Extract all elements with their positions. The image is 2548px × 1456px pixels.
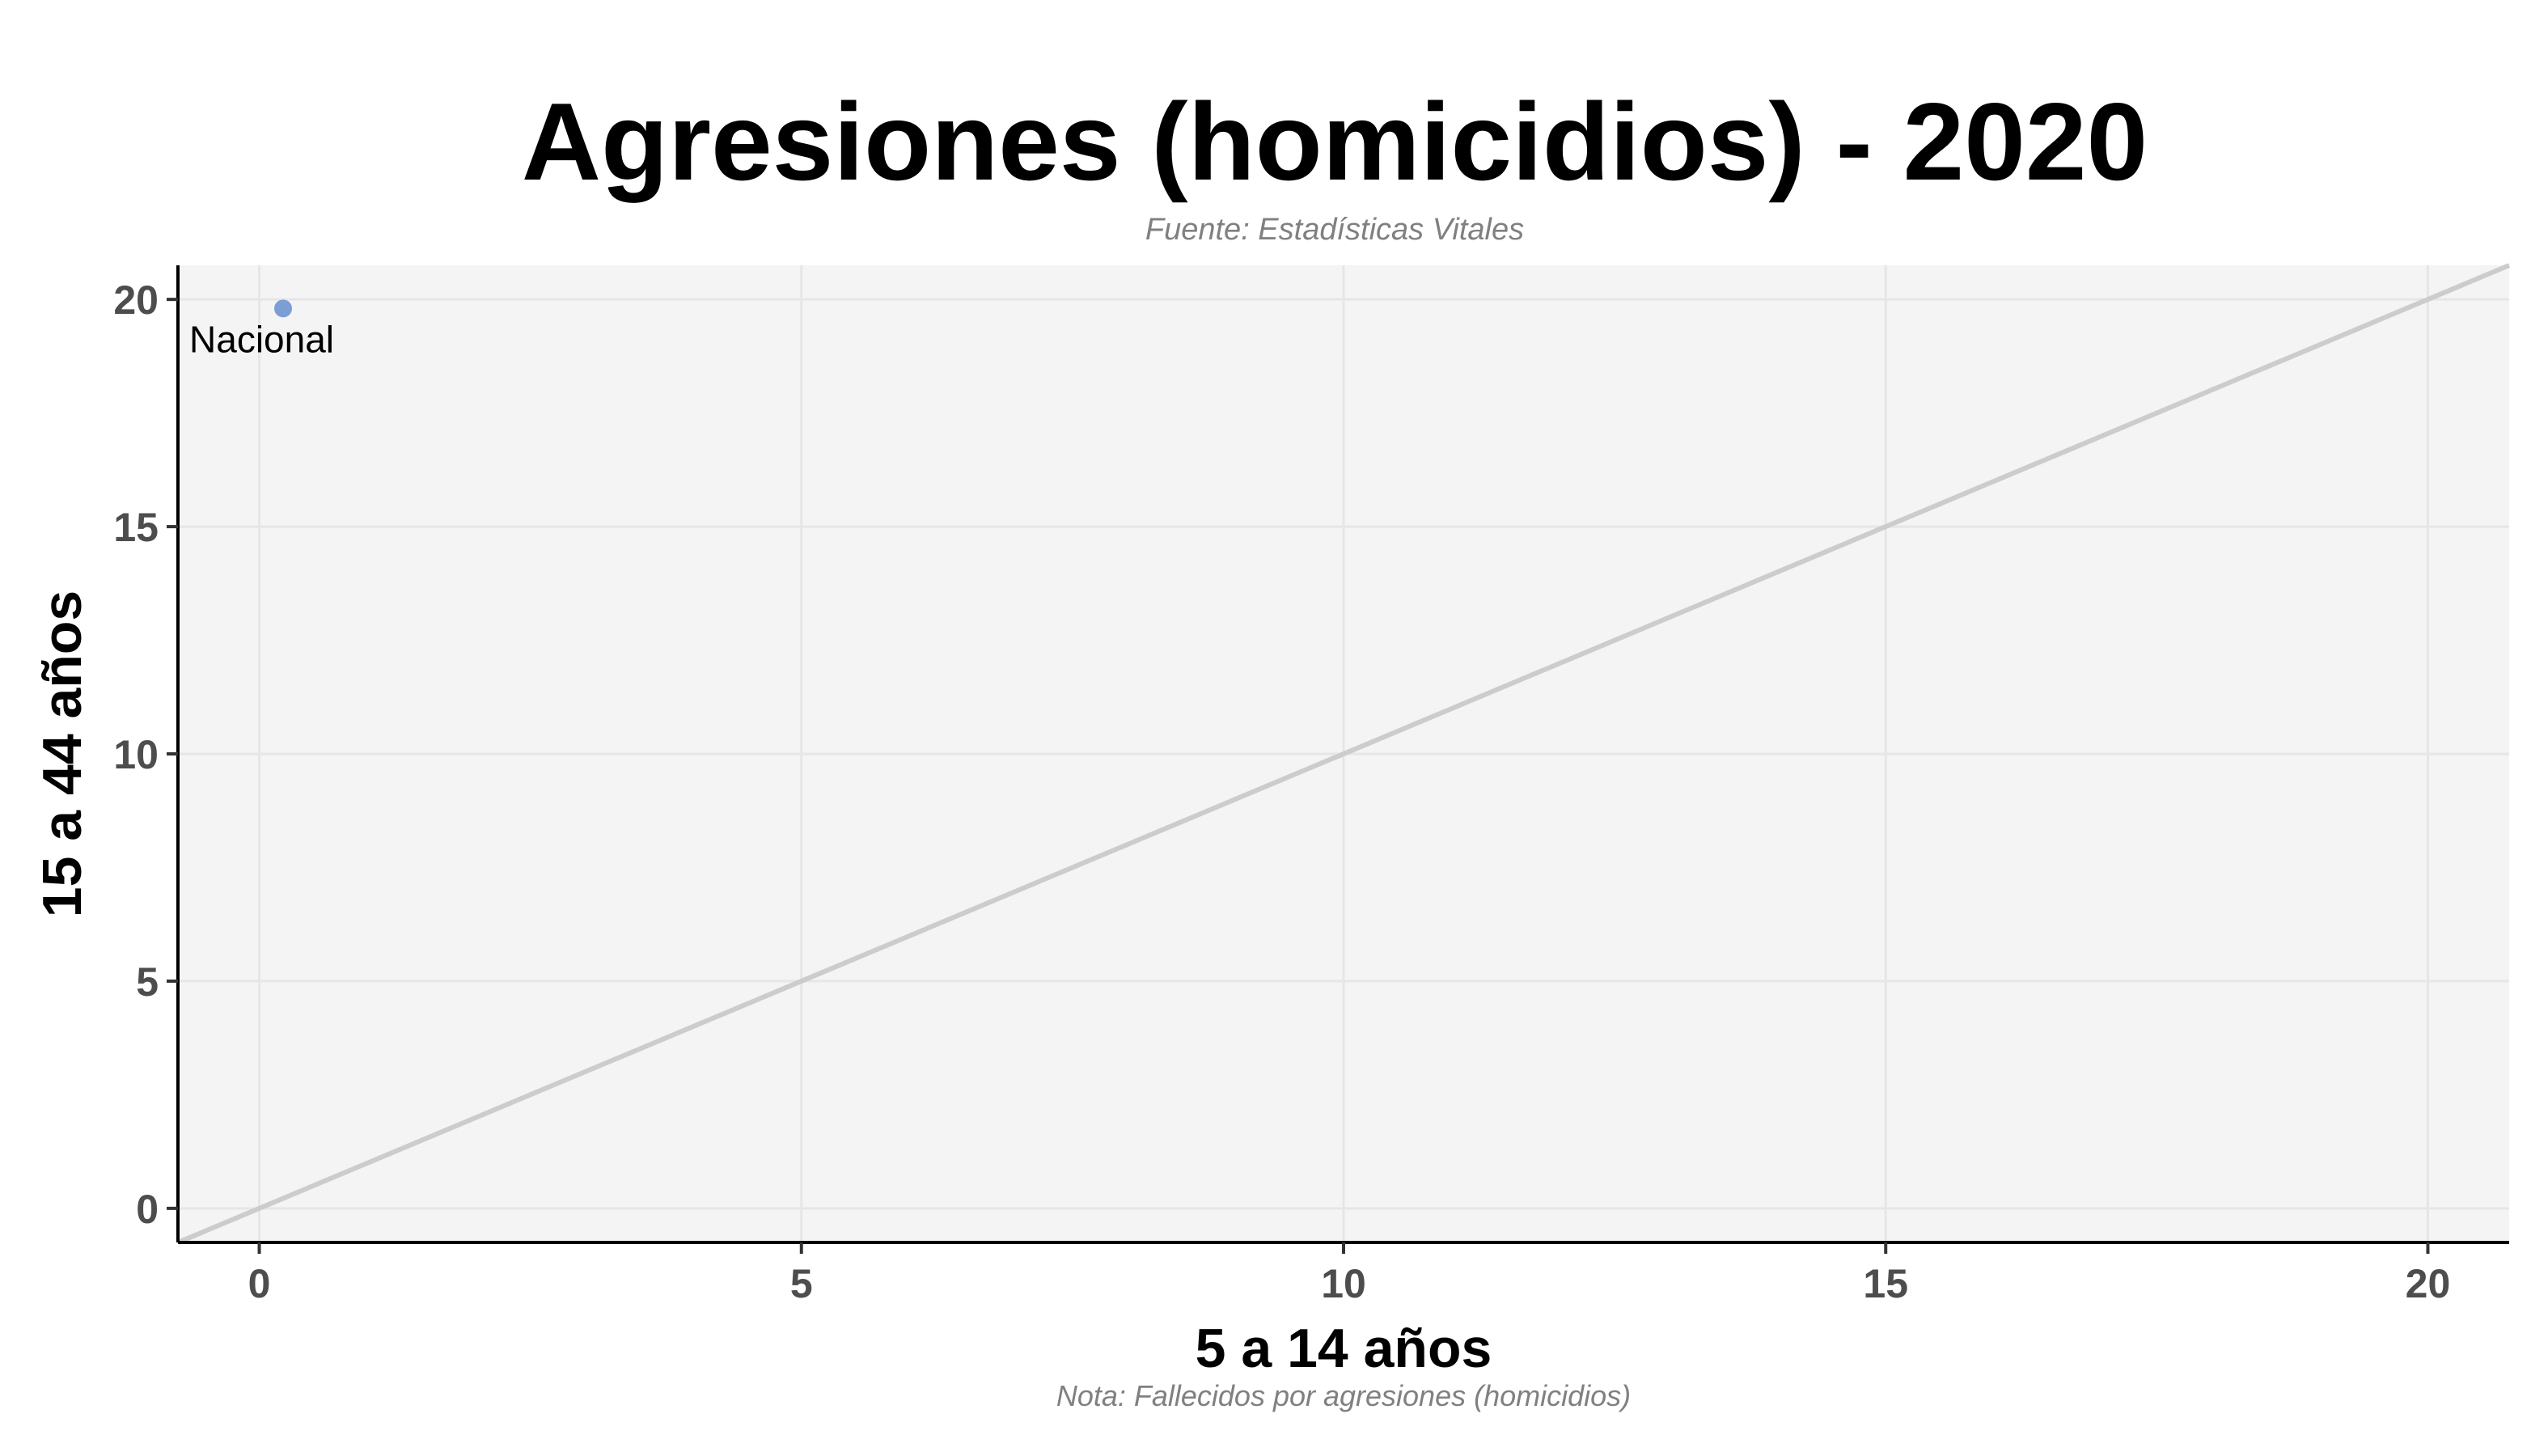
chart-subtitle: Fuente: Estadísticas Vitales (1145, 213, 1524, 247)
x-tick-label: 15 (1863, 1261, 1908, 1306)
y-tick-label: 20 (113, 277, 159, 323)
chart-title: Agresiones (homicidios) - 2020 (522, 80, 2148, 203)
identity-reference-line (176, 263, 2511, 1245)
y-axis-ticks: 0 5 10 15 20 (113, 277, 178, 1232)
chart-caption: Nota: Fallecidos por agresiones (homicid… (1056, 1379, 1631, 1412)
data-points: Nacional (189, 299, 334, 360)
x-axis-title: 5 a 14 años (1196, 1318, 1492, 1379)
y-tick-label: 15 (113, 505, 159, 550)
x-tick-label: 10 (1321, 1261, 1366, 1306)
y-tick-label: 5 (136, 959, 159, 1005)
x-tick-label: 0 (248, 1261, 271, 1306)
point-label: Nacional (189, 318, 334, 360)
data-point (274, 299, 293, 318)
x-tick-label: 20 (2406, 1261, 2451, 1306)
y-tick-label: 0 (136, 1187, 159, 1232)
y-tick-label: 10 (113, 732, 159, 777)
y-axis-title: 15 a 44 años (32, 590, 93, 917)
x-tick-label: 5 (790, 1261, 813, 1306)
x-axis-ticks: 0 5 10 15 20 (248, 1242, 2451, 1306)
